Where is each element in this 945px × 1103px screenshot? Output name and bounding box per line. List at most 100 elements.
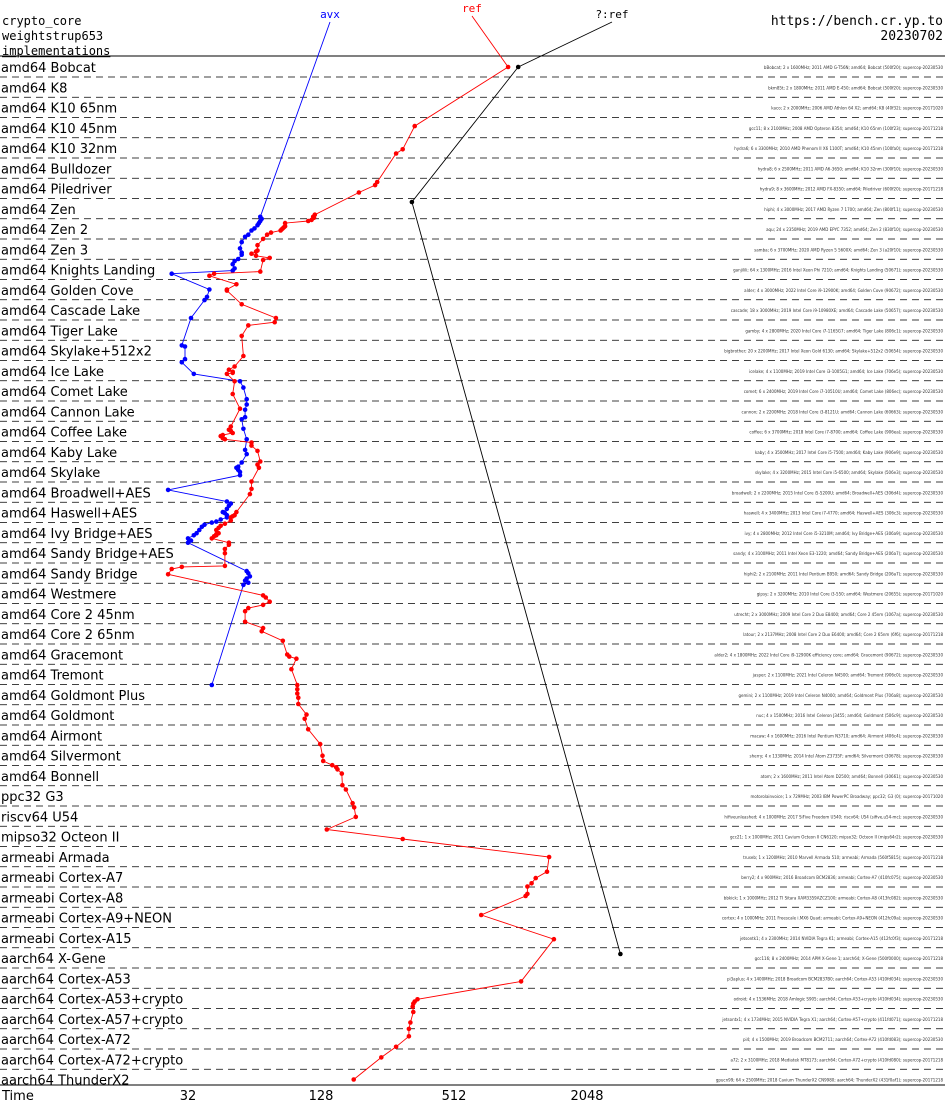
series-labels: avx ref ?:ref (259, 2, 629, 217)
ref-point (263, 595, 269, 600)
x-axis: Time 32 128 512 2048 (1, 1089, 604, 1103)
ref-point (258, 269, 263, 274)
platform-label: aarch64 Cortex-A53 (1, 972, 131, 987)
ref-point (518, 979, 524, 984)
avx-point (230, 268, 235, 273)
ref-point (304, 712, 309, 717)
machine-note: kaco; 2 x 2000MHz; 2006 AMD Athlon 64 X2… (771, 106, 943, 111)
machine-note: utrecht; 2 x 3000MHz; 2009 Intel Core 2 … (734, 612, 943, 617)
ref-point (339, 771, 345, 776)
ref-point (305, 727, 311, 732)
machine-note: haswell; 4 x 3400MHz; 2013 Intel Core i7… (744, 511, 944, 516)
ref-point (335, 767, 340, 772)
machine-note: hydra6; 6 x 3300MHz; 2010 AMD Phenom II … (734, 146, 943, 151)
machine-note: atom; 2 x 1600MHz; 2011 Intel Atom D2500… (760, 774, 943, 779)
ref-point (239, 333, 244, 339)
ref-point (259, 629, 265, 634)
platform-label: amd64 Ice Lake (1, 365, 104, 380)
avx-point (239, 460, 244, 465)
ref-point (320, 758, 326, 764)
platform-label: mipso32 Octeon II (1, 831, 119, 846)
ref-point (478, 912, 484, 918)
avx-point (188, 315, 194, 321)
platform-label: amd64 Skylake+512x2 (1, 345, 152, 360)
ref-point (280, 638, 286, 644)
avx-point (239, 252, 244, 257)
machine-note: jasper; 2 x 1100MHz; 2021 Intel Celeron … (752, 673, 944, 678)
avx-line (168, 216, 263, 686)
machine-note: bbkick; 1 x 1000MHz; 2012 TI Sitara XAM3… (724, 895, 944, 900)
ref-point (237, 406, 243, 412)
machine-note: sherry; 4 x 1330MHz; 2014 Intel Atom Z37… (750, 754, 944, 759)
header-left-line-2: weightstrup653 (2, 29, 103, 43)
avx-point (202, 297, 207, 303)
platform-label: amd64 Broadwell+AES (1, 486, 151, 501)
avx-point (241, 582, 246, 588)
avx-point (207, 287, 212, 292)
avx-point (218, 517, 223, 522)
platform-label: amd64 K10 65nm (1, 102, 117, 117)
avx-point (169, 271, 174, 277)
ref-point (165, 572, 171, 577)
ref-point (234, 282, 239, 287)
machine-note: broadwell; 2 x 2200MHz; 2015 Intel Core … (732, 490, 944, 495)
ref-point (351, 805, 357, 810)
platform-label: amd64 Tiger Lake (1, 324, 118, 339)
ref-point (296, 695, 301, 700)
machine-note: latour; 2 x 2137MHz; 2008 Intel Core 2 D… (743, 632, 943, 637)
avx-point (182, 344, 188, 349)
machine-note: jetsontk1; 4 x 2300MHz; 2014 NVIDIA Tegr… (739, 936, 943, 941)
ref-point (267, 599, 273, 604)
ref-point (287, 654, 292, 659)
ref-point (226, 542, 232, 548)
avx-point (185, 540, 191, 545)
ref-point (273, 315, 279, 321)
machine-note: skylake; 4 x 3200MHz; 2015 Intel Core i5… (755, 470, 943, 475)
platform-label: amd64 Silvermont (1, 750, 121, 765)
machine-note: truseb; 1 x 1200MHz; 2010 Marvell Armada… (743, 855, 943, 860)
platform-label: amd64 Piledriver (1, 183, 112, 198)
avx-point (235, 256, 241, 262)
machine-note: gemini; 2 x 1100MHz; 2019 Intel Celeron … (738, 693, 943, 698)
avx-point (242, 234, 248, 240)
machine-note: hydra9; 8 x 3600MHz; 2012 AMD FX-8350; a… (760, 187, 944, 192)
ref-point (343, 787, 349, 792)
machine-note: hiphi; 4 x 3000MHz; 2017 AMD Ryzen 7 170… (764, 207, 943, 212)
platform-label: riscv64 U54 (1, 810, 78, 825)
avx-point (209, 520, 215, 525)
ref-point (226, 367, 232, 373)
ref-point (551, 936, 557, 942)
machine-note: gcc21; 1 x 1000MHz; 2011 Cavium Octeon I… (730, 835, 944, 840)
avx-point (197, 527, 202, 533)
ref-point (258, 459, 263, 464)
series-label: avx (320, 8, 340, 21)
ref-point (406, 1026, 412, 1032)
platform-label: armeabi Cortex-A8 (1, 891, 123, 906)
ref-point (400, 147, 406, 152)
avx-point (179, 360, 185, 365)
platform-label: amd64 Goldmont Plus (1, 689, 145, 704)
ref-point (230, 430, 235, 436)
avx-point (237, 472, 243, 478)
ref-point (282, 220, 288, 226)
machine-note: aqu; 24 x 2350MHz; 2019 AMD EPYC 7352; a… (766, 227, 943, 232)
machine-note: alder2; 4 x 1800MHz; 2022 Intel Core i9-… (714, 652, 943, 657)
machine-note: gamby; 4 x 2800MHz; 2020 Intel Core i7-1… (745, 328, 943, 333)
avx-point (244, 402, 249, 407)
avx-point (224, 499, 230, 504)
x-tick-label: 512 (442, 1089, 467, 1103)
machine-note: gcc116; 8 x 2400MHz; 2014 APM X-Gene 1; … (755, 956, 944, 961)
ref-point (317, 741, 323, 747)
x-axis-label: Time (1, 1089, 34, 1103)
platform-label: amd64 Ivy Bridge+AES (1, 527, 153, 542)
machine-note: hiphi2; 2 x 2100MHz; 2011 Intel Pentium … (744, 571, 944, 576)
avx-point (165, 487, 171, 493)
ref-point (379, 1055, 384, 1060)
platform-label: amd64 Goldmont (1, 709, 114, 724)
ref-point (214, 527, 219, 533)
ref-point (533, 875, 538, 881)
ref-point (222, 437, 228, 442)
ref-point (353, 814, 359, 820)
ref-point (412, 123, 418, 129)
ref-point (267, 255, 273, 261)
